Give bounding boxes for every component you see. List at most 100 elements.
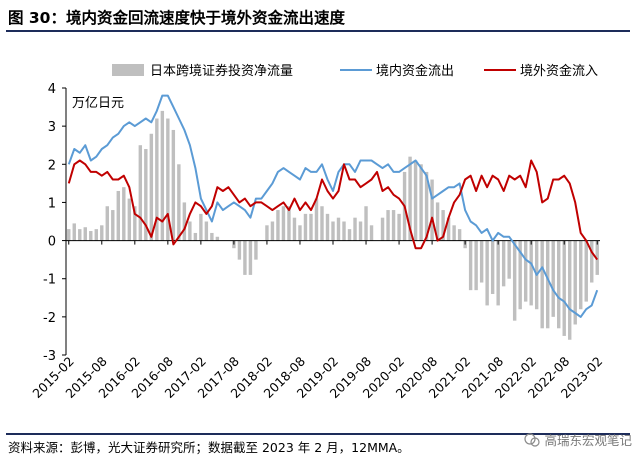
bar — [529, 240, 533, 306]
bar — [435, 202, 440, 241]
source-note: 资料来源：彭博，光大证券研究所；数据截至 2023 年 2 月，12MMA。 — [8, 440, 410, 455]
legend-label: 境内资金流出 — [376, 63, 454, 79]
line-foreign-inflow — [67, 159, 599, 261]
bar — [342, 221, 346, 241]
bar — [265, 225, 269, 241]
bar — [419, 164, 423, 241]
bar — [579, 240, 583, 310]
bar — [67, 229, 71, 241]
bar — [78, 229, 82, 241]
y-tick-label: -3 — [43, 349, 56, 364]
bar — [122, 187, 126, 241]
bar — [408, 156, 412, 241]
bar — [336, 217, 341, 241]
bar — [72, 223, 76, 241]
y-tick-label: -1 — [43, 273, 56, 288]
bar — [474, 240, 478, 291]
y-tick-label: -2 — [43, 311, 56, 326]
bar — [281, 206, 286, 241]
bar — [353, 217, 357, 241]
bar — [446, 217, 451, 241]
bar — [496, 240, 500, 306]
bar — [397, 213, 401, 241]
bar — [562, 240, 566, 336]
bar — [485, 240, 489, 306]
bar — [182, 202, 187, 241]
bar — [413, 160, 418, 241]
bar — [325, 213, 330, 241]
bar — [188, 221, 192, 241]
bar — [166, 118, 170, 241]
bar — [331, 221, 335, 241]
bar — [568, 240, 572, 340]
bar — [254, 240, 258, 260]
bar — [292, 217, 297, 241]
bar — [138, 145, 143, 241]
bar — [144, 149, 148, 241]
bar — [83, 227, 87, 241]
bar — [133, 206, 137, 241]
bar — [309, 213, 313, 241]
bar — [358, 221, 363, 241]
legend: 日本跨境证券投资净流量 境内资金流出 境外资金流入 — [112, 63, 598, 79]
legend-label: 日本跨境证券投资净流量 — [150, 63, 293, 79]
wechat-icon — [524, 432, 541, 447]
bar — [155, 118, 159, 241]
bar — [545, 240, 550, 329]
legend-swatch-bars — [112, 64, 144, 76]
bar — [149, 133, 154, 241]
bar — [248, 240, 253, 275]
bar — [501, 240, 506, 287]
bar — [303, 213, 308, 241]
bar — [590, 240, 594, 283]
bar — [507, 240, 511, 279]
legend-label: 境外资金流入 — [520, 63, 598, 79]
bar — [551, 240, 555, 317]
bar — [386, 210, 390, 241]
y-tick-label: 1 — [48, 196, 56, 211]
bar — [215, 236, 220, 241]
bar — [364, 206, 368, 241]
bar — [100, 225, 104, 241]
bar — [369, 225, 374, 241]
plot-area: -3-2-101234万亿日元2015-022015-082016-022016… — [29, 63, 605, 401]
bar — [540, 240, 544, 329]
bar — [171, 129, 176, 241]
bar — [584, 240, 588, 302]
bar — [380, 217, 385, 241]
bar — [457, 229, 462, 241]
bar — [347, 229, 352, 241]
source-rule — [6, 433, 630, 435]
figure-title: 图 30：境内资金回流速度快于境外资金流出速度 — [8, 9, 345, 27]
bar — [105, 206, 109, 241]
bar — [557, 240, 561, 329]
bar — [518, 240, 522, 310]
y-tick-label: 0 — [48, 235, 56, 250]
bar — [94, 229, 98, 241]
bar — [441, 210, 445, 241]
bar — [468, 240, 473, 291]
bar — [243, 240, 247, 275]
watermark: 高瑞东宏观笔记 — [524, 430, 632, 449]
bar — [204, 221, 209, 241]
y-tick-label: 3 — [48, 120, 56, 135]
bar — [199, 213, 203, 241]
bar — [314, 198, 319, 241]
bar — [237, 240, 242, 260]
bar — [111, 210, 115, 241]
bar — [452, 225, 456, 241]
title-rule — [6, 30, 630, 32]
line-domestic-outflow — [67, 94, 599, 318]
bar — [210, 232, 214, 241]
watermark-text: 高瑞东宏观笔记 — [544, 433, 632, 448]
bar — [287, 206, 291, 241]
bar — [490, 240, 495, 294]
bar — [127, 198, 132, 241]
bar — [424, 171, 429, 241]
bar — [89, 231, 93, 241]
y-tick-label: 2 — [48, 158, 56, 173]
bar — [391, 210, 396, 241]
bar — [193, 232, 198, 241]
